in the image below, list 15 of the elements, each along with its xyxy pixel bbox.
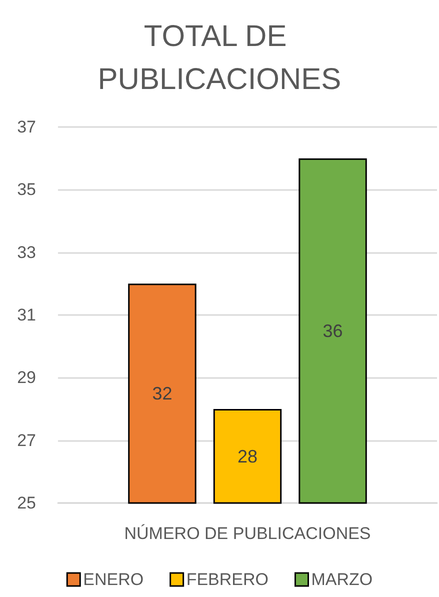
y-tick-label: 35 xyxy=(17,180,36,200)
y-tick-label: 31 xyxy=(17,306,36,324)
legend-label: ENERO xyxy=(83,570,144,589)
y-tick-label: 37 xyxy=(17,118,36,136)
y-tick-label: 33 xyxy=(17,242,36,262)
chart-title: TOTAL DE PUBLICACIONES xyxy=(98,20,342,96)
x-tick-label: NÚMERO DE PUBLICACIONES xyxy=(124,524,371,543)
y-tick-label: 29 xyxy=(17,368,36,388)
data-label: 32 xyxy=(152,384,172,404)
data-label: 36 xyxy=(322,321,343,342)
data-label: 28 xyxy=(237,446,258,466)
legend-label: FEBRERO xyxy=(186,570,269,589)
y-tick-label: 25 xyxy=(17,494,36,512)
legend-label: MARZO xyxy=(311,570,373,589)
y-tick-label: 27 xyxy=(17,430,36,450)
